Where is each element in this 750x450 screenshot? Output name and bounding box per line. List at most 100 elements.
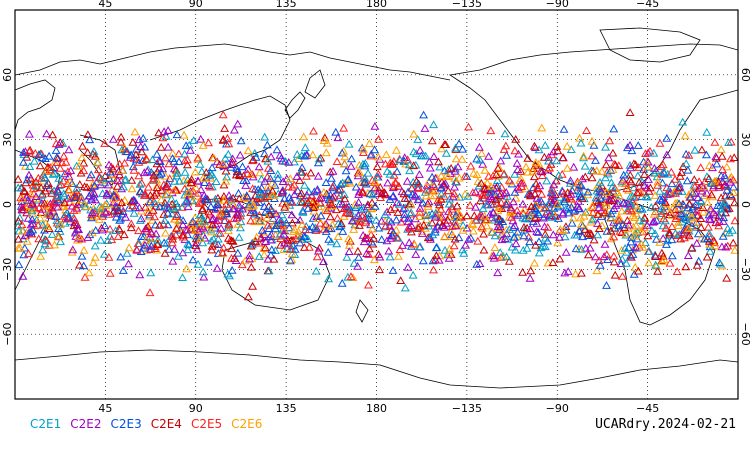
observation-triangle [403, 262, 413, 271]
observation-triangle [120, 195, 130, 204]
observation-triangle [256, 217, 266, 226]
observation-triangle [415, 242, 425, 251]
observation-triangle [47, 230, 57, 238]
observation-triangle [267, 245, 277, 254]
observation-triangle [627, 146, 637, 155]
observation-triangle [500, 129, 510, 138]
observation-triangle [201, 195, 211, 204]
observation-triangle [537, 189, 547, 198]
observation-triangle [268, 186, 278, 195]
observation-triangle [198, 267, 208, 276]
observation-triangle [182, 155, 192, 164]
observation-triangle [610, 270, 620, 279]
observation-triangle [320, 205, 330, 214]
observation-triangle [567, 202, 576, 211]
observation-triangle [134, 239, 144, 247]
observation-triangle [666, 167, 676, 176]
observation-triangle [191, 234, 201, 243]
observation-triangle [88, 180, 98, 188]
observation-triangle [431, 251, 441, 260]
observation-triangle [347, 216, 357, 225]
observation-triangle [265, 208, 275, 217]
observation-triangle [223, 222, 233, 231]
observation-triangle [591, 193, 601, 202]
observation-triangle [299, 231, 309, 240]
observation-triangle [344, 139, 354, 148]
observation-triangle [457, 154, 467, 163]
observation-triangle [394, 181, 404, 190]
observation-triangle [361, 218, 371, 227]
observation-triangle [89, 146, 99, 155]
observation-triangle [625, 160, 635, 169]
observation-triangle [532, 183, 542, 191]
observation-triangle [174, 251, 183, 260]
top-lon-label: −135 [452, 0, 482, 10]
observation-triangle [592, 186, 602, 195]
observation-triangle [547, 212, 557, 221]
observation-triangle [61, 157, 71, 166]
observation-triangle [287, 210, 297, 219]
observation-triangle [117, 166, 127, 174]
top-lon-label: −45 [636, 0, 659, 10]
observation-triangle [709, 238, 719, 247]
observation-triangle [464, 234, 474, 243]
observation-triangle [90, 181, 100, 190]
observation-triangle [413, 195, 423, 204]
observation-triangle [513, 227, 523, 236]
observation-triangle [553, 238, 563, 247]
observation-triangle [115, 170, 125, 179]
observation-triangle [603, 169, 613, 178]
observation-triangle [667, 210, 677, 219]
observation-triangle [435, 217, 445, 226]
legend-item: C2E1 [30, 417, 62, 431]
observation-triangle [86, 188, 96, 197]
observation-triangle [348, 273, 358, 281]
observation-triangle [726, 137, 736, 146]
observation-triangle [472, 259, 482, 268]
observation-triangle [437, 144, 447, 153]
observation-triangle [134, 157, 144, 166]
right-lat-label: −30 [739, 258, 750, 281]
observation-triangle [558, 153, 568, 162]
observation-triangle [449, 189, 459, 198]
observation-triangle [224, 139, 234, 148]
observation-triangle [246, 216, 256, 225]
observation-triangle [363, 200, 373, 209]
observation-triangle [224, 220, 234, 229]
observation-triangle [482, 221, 492, 230]
observation-triangle [168, 148, 178, 157]
observation-triangle [480, 211, 490, 220]
observation-triangle [191, 241, 201, 250]
observation-triangle [354, 252, 364, 261]
observation-triangle [662, 183, 672, 192]
observation-triangle [350, 199, 360, 208]
observation-triangle [266, 152, 276, 161]
observation-triangle [228, 154, 238, 163]
observation-triangle [40, 239, 50, 248]
observation-triangle [624, 185, 634, 194]
observation-triangle [40, 198, 49, 207]
observation-triangle [38, 245, 48, 254]
observation-triangle [323, 247, 333, 256]
observation-triangle [600, 208, 610, 217]
observation-triangle [30, 148, 40, 157]
observation-triangle [74, 161, 84, 170]
observation-triangle [122, 147, 132, 156]
observation-triangle [259, 250, 269, 259]
observation-triangle [243, 292, 253, 301]
observation-triangle [391, 177, 400, 186]
bottom-lon-label: −135 [452, 402, 482, 415]
observation-triangle [388, 266, 398, 274]
observation-triangle [606, 214, 616, 222]
observation-triangle [677, 217, 687, 226]
observation-triangle [701, 150, 711, 159]
observation-triangle [710, 241, 720, 250]
observation-triangle [64, 185, 74, 194]
observation-triangle [441, 148, 451, 157]
observation-triangle [276, 234, 286, 242]
observation-triangle [280, 194, 290, 202]
observation-triangle [630, 213, 640, 221]
observation-triangle [260, 176, 270, 185]
observation-triangle [392, 232, 402, 241]
observation-triangle [699, 182, 709, 191]
